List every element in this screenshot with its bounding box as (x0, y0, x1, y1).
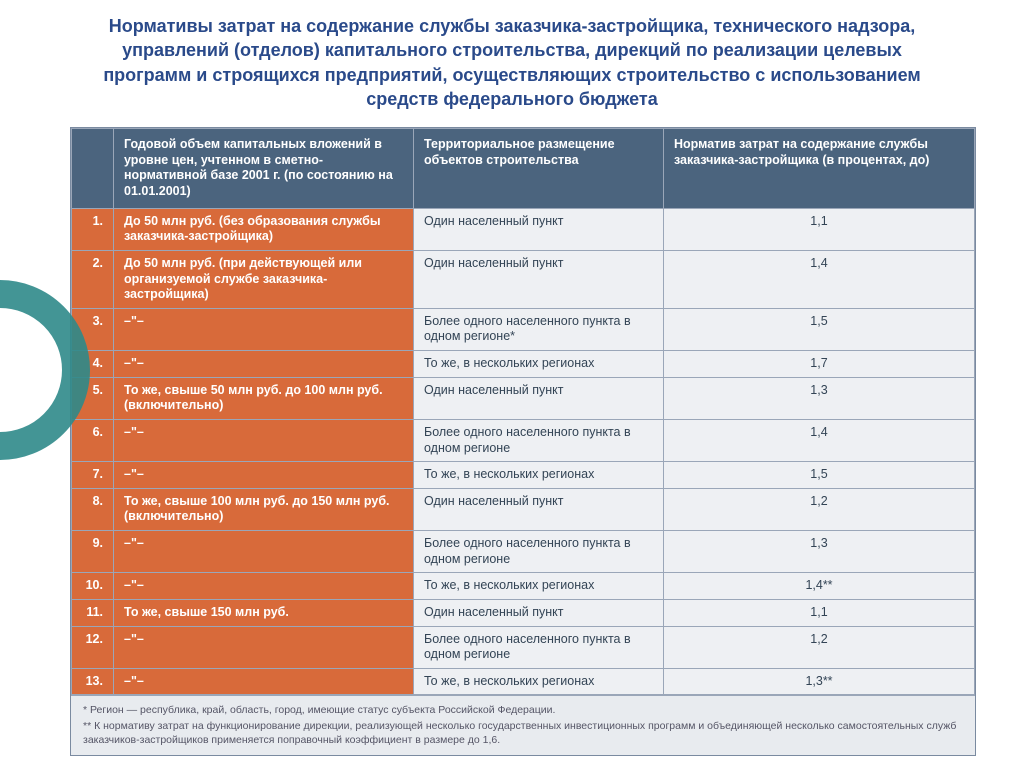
row-loc: Один населенный пункт (414, 208, 664, 250)
row-norm: 1,1 (664, 208, 975, 250)
row-num: 9. (72, 531, 114, 573)
table-row: 2. До 50 млн руб. (при действующей или о… (72, 250, 975, 308)
row-norm: 1,4 (664, 419, 975, 461)
row-num: 11. (72, 599, 114, 626)
table-body: 1. До 50 млн руб. (без образования служб… (72, 208, 975, 695)
row-num: 10. (72, 573, 114, 600)
col-header-investment: Годовой объем капитальных вложений в уро… (114, 129, 414, 209)
table-row: 5. То же, свыше 50 млн руб. до 100 млн р… (72, 377, 975, 419)
row-inv: До 50 млн руб. (без образования службы з… (114, 208, 414, 250)
row-inv: –"– (114, 626, 414, 668)
row-loc: То же, в нескольких регионах (414, 351, 664, 378)
row-norm: 1,7 (664, 351, 975, 378)
row-norm: 1,2 (664, 488, 975, 530)
table-row: 11. То же, свыше 150 млн руб. Один насел… (72, 599, 975, 626)
table-row: 6. –"– Более одного населенного пункта в… (72, 419, 975, 461)
row-inv: То же, свыше 100 млн руб. до 150 млн руб… (114, 488, 414, 530)
row-loc: Более одного населенного пункта в одном … (414, 419, 664, 461)
norms-table: Годовой объем капитальных вложений в уро… (71, 128, 975, 695)
row-loc: Один населенный пункт (414, 377, 664, 419)
row-norm: 1,4** (664, 573, 975, 600)
row-loc: Более одного населенного пункта в одном … (414, 626, 664, 668)
page-title: Нормативы затрат на содержание службы за… (0, 0, 1024, 121)
row-loc: Один населенный пункт (414, 488, 664, 530)
row-num: 1. (72, 208, 114, 250)
row-inv: –"– (114, 531, 414, 573)
footnotes: * Регион — республика, край, область, го… (71, 695, 975, 755)
row-num: 2. (72, 250, 114, 308)
row-inv: До 50 млн руб. (при действующей или орга… (114, 250, 414, 308)
row-inv: –"– (114, 462, 414, 489)
row-inv: То же, свыше 150 млн руб. (114, 599, 414, 626)
row-inv: –"– (114, 573, 414, 600)
row-norm: 1,2 (664, 626, 975, 668)
row-inv: –"– (114, 351, 414, 378)
row-num: 12. (72, 626, 114, 668)
row-inv: То же, свыше 50 млн руб. до 100 млн руб.… (114, 377, 414, 419)
row-loc: Один населенный пункт (414, 599, 664, 626)
row-num: 6. (72, 419, 114, 461)
row-loc: Более одного населенного пункта в одном … (414, 531, 664, 573)
row-norm: 1,4 (664, 250, 975, 308)
row-num: 8. (72, 488, 114, 530)
table-row: 10. –"– То же, в нескольких регионах 1,4… (72, 573, 975, 600)
table-row: 4. –"– То же, в нескольких регионах 1,7 (72, 351, 975, 378)
row-inv: –"– (114, 308, 414, 350)
row-norm: 1,3** (664, 668, 975, 695)
col-header-norm: Норматив затрат на содержание службы зак… (664, 129, 975, 209)
row-norm: 1,5 (664, 462, 975, 489)
row-norm: 1,3 (664, 531, 975, 573)
norms-table-container: Годовой объем капитальных вложений в уро… (70, 127, 976, 756)
row-loc: Один населенный пункт (414, 250, 664, 308)
row-inv: –"– (114, 668, 414, 695)
row-norm: 1,3 (664, 377, 975, 419)
table-row: 12. –"– Более одного населенного пункта … (72, 626, 975, 668)
row-loc: То же, в нескольких регионах (414, 573, 664, 600)
table-row: 3. –"– Более одного населенного пункта в… (72, 308, 975, 350)
table-row: 9. –"– Более одного населенного пункта в… (72, 531, 975, 573)
row-inv: –"– (114, 419, 414, 461)
row-loc: Более одного населенного пункта в одном … (414, 308, 664, 350)
col-header-location: Территориальное размещение объектов стро… (414, 129, 664, 209)
row-norm: 1,1 (664, 599, 975, 626)
row-loc: То же, в нескольких регионах (414, 462, 664, 489)
table-header-row: Годовой объем капитальных вложений в уро… (72, 129, 975, 209)
row-num: 13. (72, 668, 114, 695)
footnote-2: ** К нормативу затрат на функционировани… (83, 720, 963, 747)
col-header-num (72, 129, 114, 209)
table-row: 8. То же, свыше 100 млн руб. до 150 млн … (72, 488, 975, 530)
row-norm: 1,5 (664, 308, 975, 350)
row-loc: То же, в нескольких регионах (414, 668, 664, 695)
table-row: 7. –"– То же, в нескольких регионах 1,5 (72, 462, 975, 489)
footnote-1: * Регион — республика, край, область, го… (83, 704, 963, 718)
row-num: 7. (72, 462, 114, 489)
table-row: 13. –"– То же, в нескольких регионах 1,3… (72, 668, 975, 695)
table-row: 1. До 50 млн руб. (без образования служб… (72, 208, 975, 250)
